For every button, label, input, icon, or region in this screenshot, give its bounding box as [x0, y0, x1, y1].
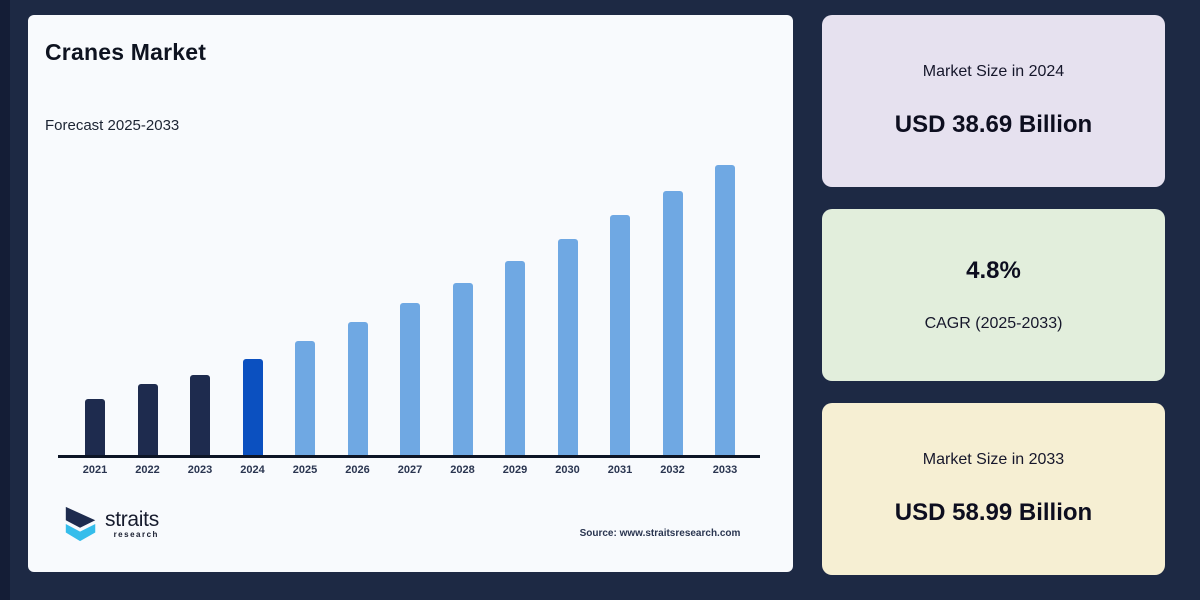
straits-logo-text: straits research [105, 507, 159, 539]
x-axis-label-2030: 2030 [555, 464, 580, 476]
stat-label: CAGR (2025-2033) [924, 315, 1063, 332]
x-axis-labels: 2021 2022 2023 2024 2025 2026 2027 2028 2029 2030… [74, 464, 746, 476]
x-axis-label-2022: 2022 [135, 464, 160, 476]
x-axis-label-2027: 2027 [397, 464, 423, 476]
bar-2030 [557, 239, 578, 455]
logo-wordmark: straits [105, 507, 159, 531]
x-axis-line [58, 455, 760, 458]
x-axis-label-2033: 2033 [712, 464, 738, 476]
x-axis-label-2031: 2031 [607, 464, 633, 476]
x-axis-label-2023: 2023 [187, 464, 213, 476]
bar-2032 [662, 191, 683, 455]
stat-value: 4.8% [966, 257, 1021, 284]
x-axis-label-2028: 2028 [450, 464, 475, 476]
bar-2026 [347, 322, 368, 455]
left-edge-strip [0, 0, 10, 600]
x-axis-label-2021: 2021 [82, 464, 108, 476]
bar-2025 [295, 341, 315, 455]
x-axis-label-2024: 2024 [240, 464, 265, 476]
x-axis-label-2029: 2029 [502, 464, 528, 476]
chart-title: Cranes Market [45, 39, 207, 65]
x-axis-label-2032: 2032 [660, 464, 685, 476]
source-attribution: Source: www.straitsresearch.com [579, 528, 741, 539]
x-axis-label-2026: 2026 [345, 464, 370, 476]
bar-2024 [242, 359, 263, 455]
bar-2033 [715, 165, 735, 455]
bar-2029 [505, 261, 525, 455]
bar-2022 [137, 384, 158, 455]
x-axis-label-2025: 2025 [292, 464, 318, 476]
bar-2027 [400, 303, 420, 455]
bar-2021 [85, 399, 105, 455]
chart-subtitle: Forecast 2025-2033 [45, 117, 180, 134]
bar-2031 [610, 215, 630, 455]
bar-chart [85, 165, 735, 455]
stat-card-market-size-2024: Market Size in 2024 USD 38.69 Billion [822, 15, 1165, 187]
straits-research-logo: straits research [62, 502, 159, 546]
stat-value: USD 38.69 Billion [894, 111, 1093, 138]
stat-label: Market Size in 2033 [922, 451, 1065, 468]
logo-subtext: research [113, 529, 159, 539]
stat-label: Market Size in 2024 [922, 63, 1065, 80]
bar-2028 [452, 283, 473, 455]
straits-arrow-icon [65, 506, 96, 542]
stat-value: USD 58.99 Billion [894, 499, 1093, 526]
chart-panel: Cranes Market Forecast 2025-2033 2021 202… [28, 15, 793, 572]
stat-card-market-size-2033: Market Size in 2033 USD 58.99 Billion [822, 403, 1165, 575]
bar-2023 [190, 375, 210, 455]
stat-card-cagr: 4.8% CAGR (2025-2033) [822, 209, 1165, 381]
